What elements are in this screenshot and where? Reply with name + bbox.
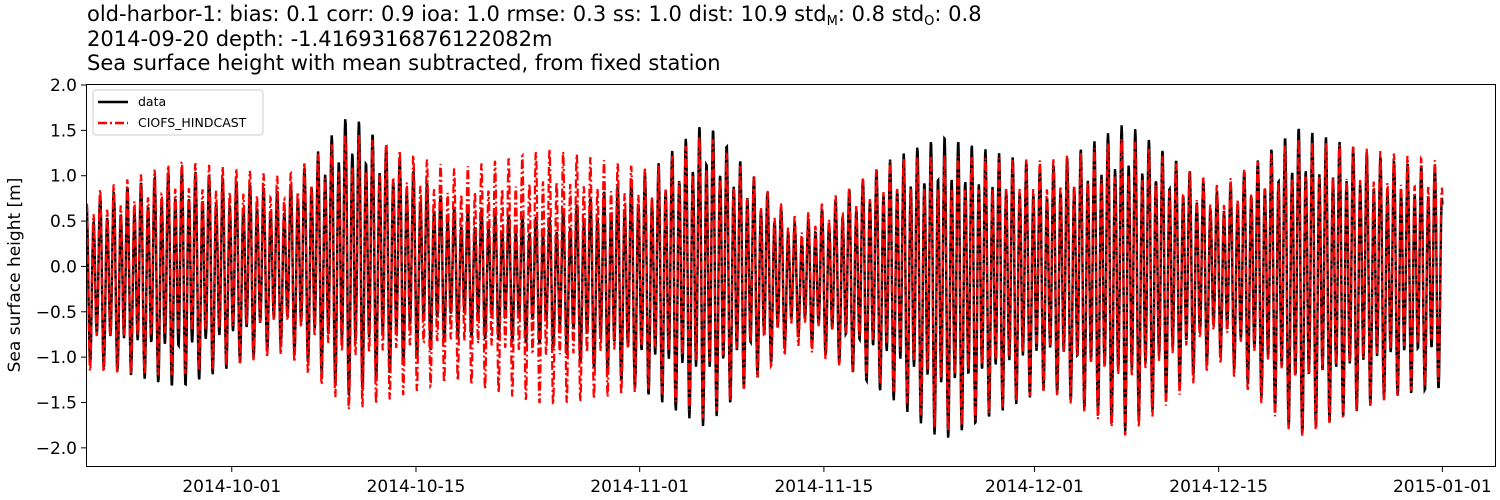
- y-tick-label: −1.0: [36, 348, 77, 368]
- series-layer: [87, 119, 1444, 438]
- legend-label-data: data: [138, 94, 166, 109]
- y-tick-label: 1.0: [50, 167, 77, 187]
- model-series-line: [87, 134, 1444, 436]
- x-tick-label: 2014-11-01: [590, 477, 689, 497]
- y-tick-label: −2.0: [36, 439, 77, 459]
- y-axis: 2.0 1.5 1.0 0.5 0.0 −0.5 −1.0 −1.5 −2.0: [36, 76, 87, 459]
- y-tick-label: −0.5: [36, 303, 77, 323]
- x-tick-label: 2014-10-15: [367, 477, 466, 497]
- data-series-line: [87, 119, 1444, 438]
- x-tick-label: 2014-12-15: [1169, 477, 1268, 497]
- legend-box: [92, 89, 264, 136]
- title-stats-suffix: : 0.8: [934, 2, 982, 26]
- y-tick-label: −1.5: [36, 394, 77, 414]
- title-stats-prefix: old-harbor-1: bias: 0.1 corr: 0.9 ioa: 1…: [87, 2, 827, 26]
- chart-title: old-harbor-1: bias: 0.1 corr: 0.9 ioa: 1…: [87, 2, 982, 76]
- y-tick-label: 1.5: [50, 121, 77, 141]
- title-stats-mid: : 0.8 std: [837, 2, 925, 26]
- title-stats-line: old-harbor-1: bias: 0.1 corr: 0.9 ioa: 1…: [87, 2, 982, 29]
- x-tick-label: 2015-01-01: [1393, 477, 1492, 497]
- x-axis: 2014-10-01 2014-10-15 2014-11-01 2014-11-15…: [182, 466, 1492, 497]
- x-tick-label: 2014-10-01: [182, 477, 281, 497]
- legend-label-model: CIOFS_HINDCAST: [138, 115, 247, 130]
- title-sub-obs: O: [924, 14, 935, 29]
- legend: data CIOFS_HINDCAST: [92, 89, 264, 136]
- y-tick-label: 0.5: [50, 212, 77, 232]
- title-description: Sea surface height with mean subtracted,…: [87, 51, 721, 75]
- x-tick-label: 2014-12-01: [985, 477, 1084, 497]
- plot-area-frame: [86, 84, 1496, 467]
- x-tick-label: 2014-11-15: [774, 477, 873, 497]
- y-tick-label: 0.0: [50, 257, 77, 277]
- y-tick-label: 2.0: [50, 76, 77, 96]
- title-date-depth: 2014-09-20 depth: -1.4169316876122082m: [87, 26, 553, 51]
- title-sub-model: M: [826, 14, 838, 29]
- y-axis-label: Sea surface height [m]: [5, 178, 25, 373]
